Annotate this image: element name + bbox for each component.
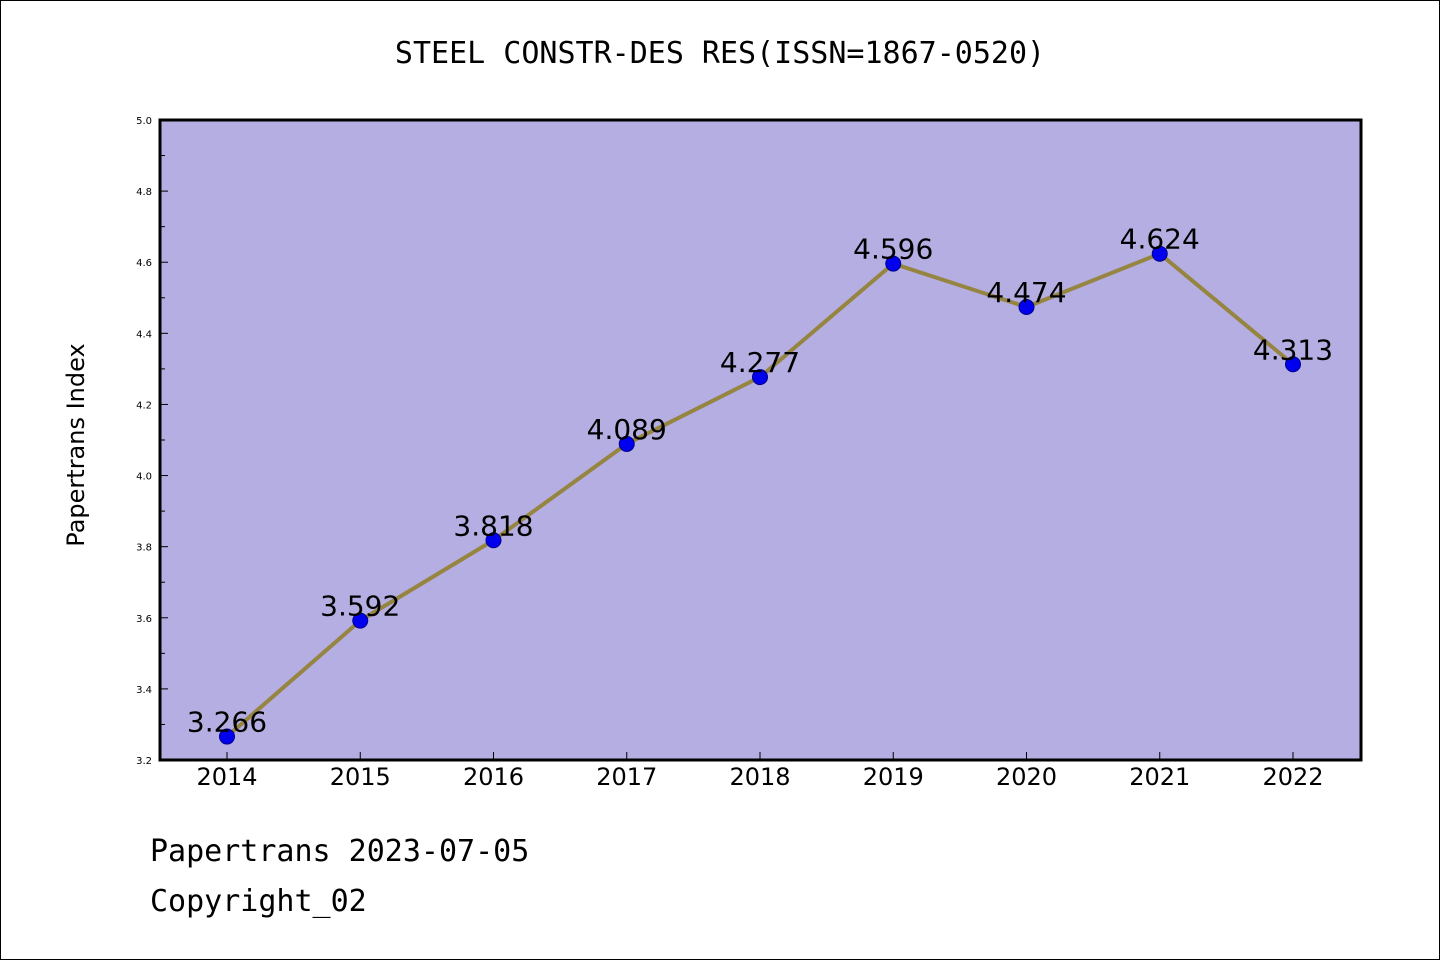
- data-label: 3.592: [320, 590, 400, 623]
- data-point: [1151, 245, 1168, 262]
- data-point: [1285, 356, 1301, 373]
- data-label: 4.596: [853, 233, 933, 266]
- data-point: [219, 728, 235, 745]
- y-tick-label: 4.0: [136, 472, 152, 483]
- x-tick-label: 2018: [729, 763, 790, 791]
- plot-area: [160, 120, 1361, 760]
- y-tick-label: 4.8: [136, 187, 152, 198]
- x-tick-label: 2017: [596, 763, 657, 791]
- data-label: 3.818: [453, 509, 533, 542]
- data-label: 4.089: [587, 413, 667, 446]
- data-label: 3.266: [187, 706, 267, 739]
- footer-date: Papertrans 2023-07-05: [150, 834, 530, 869]
- chart-title: STEEL CONSTR-DES RES(ISSN=1867-0520): [394, 36, 1046, 71]
- y-tick-label: 3.4: [136, 685, 152, 696]
- x-tick-label: 2020: [996, 763, 1057, 791]
- data-point: [1018, 299, 1035, 316]
- plot-border: [158, 118, 1363, 762]
- y-tick-label: 3.8: [136, 543, 152, 554]
- data-point: [352, 612, 369, 629]
- data-point: [485, 532, 502, 549]
- x-tick-label: 2014: [196, 763, 257, 791]
- y-axis: 3.2 3.4 3.6 3.8 4.0 4.2 4.4 4.6 4.8 5.0: [136, 116, 168, 767]
- footer-copyright: Copyright_02: [150, 884, 367, 919]
- data-label: 4.474: [986, 276, 1066, 309]
- x-tick-label: 2015: [330, 763, 391, 791]
- data-point: [618, 435, 635, 452]
- data-point: [885, 255, 902, 272]
- x-tick-label: 2021: [1129, 763, 1190, 791]
- y-axis-label: Papertrans Index: [62, 343, 90, 546]
- data-labels: 3.266 3.592 3.818 4.089 4.277 4.596 4.474 4.624…: [187, 223, 1333, 739]
- y-tick-label: 4.2: [136, 400, 152, 411]
- y-tick-label: 3.6: [136, 614, 152, 625]
- y-tick-label: 5.0: [136, 116, 152, 127]
- data-label: 4.277: [720, 346, 800, 379]
- x-tick-label: 2019: [863, 763, 924, 791]
- data-markers: [219, 245, 1301, 745]
- data-point: [752, 369, 768, 386]
- data-label: 4.624: [1120, 223, 1200, 256]
- y-tick-label: 4.4: [136, 329, 152, 340]
- x-axis: 2014 2015 2016 2017 2018 2019 2020 2021 2022: [196, 752, 1324, 791]
- y-tick-label: 3.2: [136, 756, 152, 767]
- y-tick-label: 4.6: [136, 258, 152, 269]
- data-label: 4.313: [1253, 333, 1333, 366]
- x-tick-label: 2016: [463, 763, 524, 791]
- x-tick-label: 2022: [1262, 763, 1323, 791]
